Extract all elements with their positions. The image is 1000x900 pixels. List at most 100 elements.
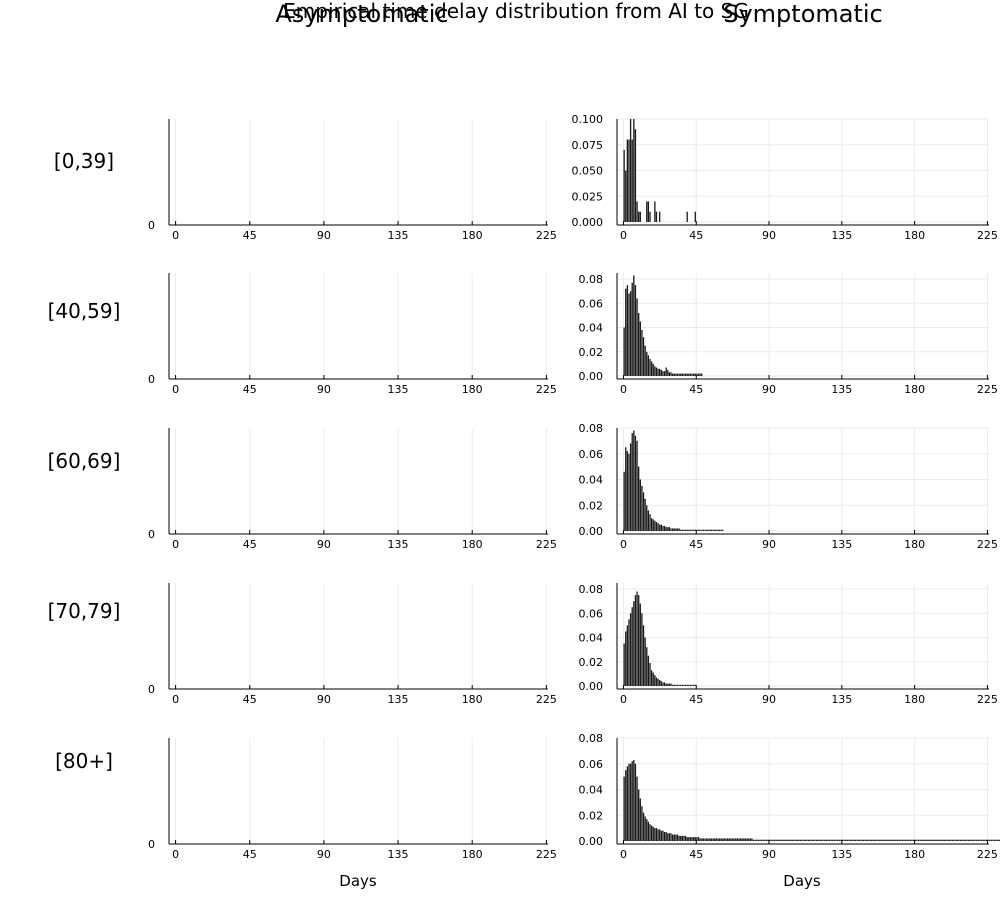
sym-row4-bar-28 — [668, 833, 671, 841]
sym-row4-bar-7 — [634, 763, 637, 841]
sym-row4-bar-89 — [767, 839, 769, 841]
sym-row1-bar-35 — [680, 373, 682, 376]
sym-row4-bar-159 — [880, 839, 882, 841]
asym-row2-ytick-label-0: 0 — [148, 528, 155, 541]
sym-row4-bar-85 — [760, 839, 763, 841]
sym-row4-bar-8 — [636, 776, 638, 841]
sym-row1-bar-21 — [657, 368, 659, 376]
sym-row0-ytick-label-0: 0.000 — [572, 216, 604, 229]
sym-row0-xtick-label-3: 135 — [831, 229, 852, 242]
sym-row4-bar-134 — [840, 839, 842, 841]
sym-row4-xtick-label-4: 180 — [904, 848, 925, 861]
sym-row4-bar-9 — [638, 789, 640, 841]
sym-row4-bar-148 — [862, 839, 865, 841]
sym-row2-bar-57 — [715, 529, 717, 531]
sym-row1-bar-4 — [629, 291, 632, 376]
sym-row3-bar-9 — [638, 595, 640, 686]
sym-row0-bar-0 — [623, 149, 625, 222]
sym-row0-ytick-label-4: 0.100 — [572, 113, 604, 126]
sym-row2-bar-32 — [675, 528, 677, 531]
sym-row4-bar-12 — [642, 812, 645, 841]
sym-row3-bar-31 — [673, 684, 675, 686]
sym-row4-bar-194 — [937, 839, 939, 841]
sym-row4-xtick-label-2: 90 — [762, 848, 776, 861]
sym-row2-bar-40 — [688, 529, 690, 531]
sym-row1-bar-5 — [631, 282, 633, 376]
sym-row0-bar-44 — [694, 211, 696, 222]
sym-row4-bar-167 — [893, 839, 895, 841]
sym-row1-bar-20 — [655, 367, 658, 376]
sym-row1-bar-2 — [626, 285, 629, 376]
sym-row2-bar-22 — [659, 524, 661, 531]
sym-row4-bar-145 — [857, 839, 860, 841]
asym-row4-xtick-label-4: 180 — [462, 848, 483, 861]
sym-row4-bar-34 — [678, 835, 680, 841]
sym-row4-bar-153 — [870, 839, 873, 841]
sym-row4-bar-126 — [827, 839, 829, 841]
sym-row4-bar-55 — [712, 838, 714, 841]
sym-row2-bar-41 — [689, 529, 692, 531]
sym-row4-ytick-label-3: 0.06 — [579, 758, 604, 771]
sym-row1-bar-42 — [691, 373, 693, 376]
sym-row4-bar-204 — [953, 839, 955, 841]
sym-row3-bar-8 — [636, 591, 638, 686]
sym-row3-bar-23 — [660, 681, 662, 686]
sym-row2-bar-27 — [667, 527, 669, 531]
sym-row2-xtick-label-1: 45 — [689, 538, 703, 551]
sym-row4-bar-223 — [984, 839, 986, 841]
sym-row4-bar-113 — [806, 839, 808, 841]
sym-row4-bar-119 — [815, 839, 818, 841]
sym-row3-ytick-label-4: 0.08 — [579, 583, 604, 596]
sym-row1-bar-47 — [699, 373, 701, 376]
sym-row4-bar-143 — [854, 839, 857, 841]
sym-row4-bar-56 — [714, 838, 716, 841]
sym-row4-bar-217 — [974, 839, 976, 841]
sym-row4-bar-125 — [825, 839, 827, 841]
sym-row4-bar-38 — [684, 835, 687, 841]
sym-row4-bar-35 — [680, 835, 682, 841]
asym-row2-xtick-label-4: 180 — [462, 538, 483, 551]
sym-row4-bar-107 — [796, 839, 798, 841]
sym-row4-bar-221 — [980, 839, 983, 841]
sym-row4-bar-98 — [781, 839, 784, 841]
sym-row0-bar-1 — [625, 170, 627, 222]
sym-row4-bar-160 — [882, 839, 884, 841]
asym-row1-xtick-label-1: 45 — [243, 383, 257, 396]
sym-row4-bar-102 — [788, 839, 790, 841]
asym-row2-xtick-label-5: 225 — [536, 538, 557, 551]
sym-row1-bar-24 — [662, 371, 664, 376]
sym-row3-bar-21 — [657, 678, 659, 686]
sym-row2-bar-16 — [649, 514, 651, 531]
sym-row2-bar-9 — [638, 466, 640, 531]
sym-row1-ytick-label-4: 0.08 — [579, 273, 604, 286]
sym-row4-bar-133 — [838, 839, 840, 841]
sym-row2-bar-45 — [696, 529, 698, 531]
x-axis-label-symptomatic: Days — [783, 872, 821, 890]
sym-row0-bar-10 — [639, 211, 641, 222]
asym-row4-xtick-label-3: 135 — [388, 848, 409, 861]
sym-row1-bar-40 — [688, 373, 690, 376]
sym-row4-bar-117 — [812, 839, 815, 841]
sym-row3-bar-10 — [639, 603, 641, 686]
sym-row0-ytick-label-2: 0.050 — [572, 165, 604, 178]
sym-row4-bar-147 — [861, 839, 863, 841]
sym-row4-bar-96 — [778, 839, 781, 841]
sym-row1-bar-32 — [675, 373, 677, 376]
sym-row3-bar-43 — [693, 684, 695, 686]
sym-row4-bar-26 — [665, 831, 667, 841]
sym-row4-bar-158 — [879, 839, 881, 841]
sym-row4-bar-54 — [710, 838, 713, 841]
sym-row0-bar-19 — [654, 201, 656, 222]
sym-row4-bar-91 — [770, 839, 772, 841]
sym-row3-bar-17 — [650, 670, 653, 686]
sym-row4-bar-0 — [623, 776, 625, 841]
sym-row4-bar-13 — [644, 816, 646, 841]
sym-row3-bar-30 — [671, 684, 674, 686]
asym-row1-ytick-label-0: 0 — [148, 373, 155, 386]
sym-row0-bar-3 — [628, 139, 630, 222]
asym-row3-xtick-label-1: 45 — [243, 693, 257, 706]
sym-row4-bar-178 — [911, 839, 913, 841]
sym-row3-xtick-label-0: 0 — [620, 693, 627, 706]
sym-row1-bar-38 — [684, 373, 687, 376]
sym-row4-bar-84 — [759, 839, 761, 841]
